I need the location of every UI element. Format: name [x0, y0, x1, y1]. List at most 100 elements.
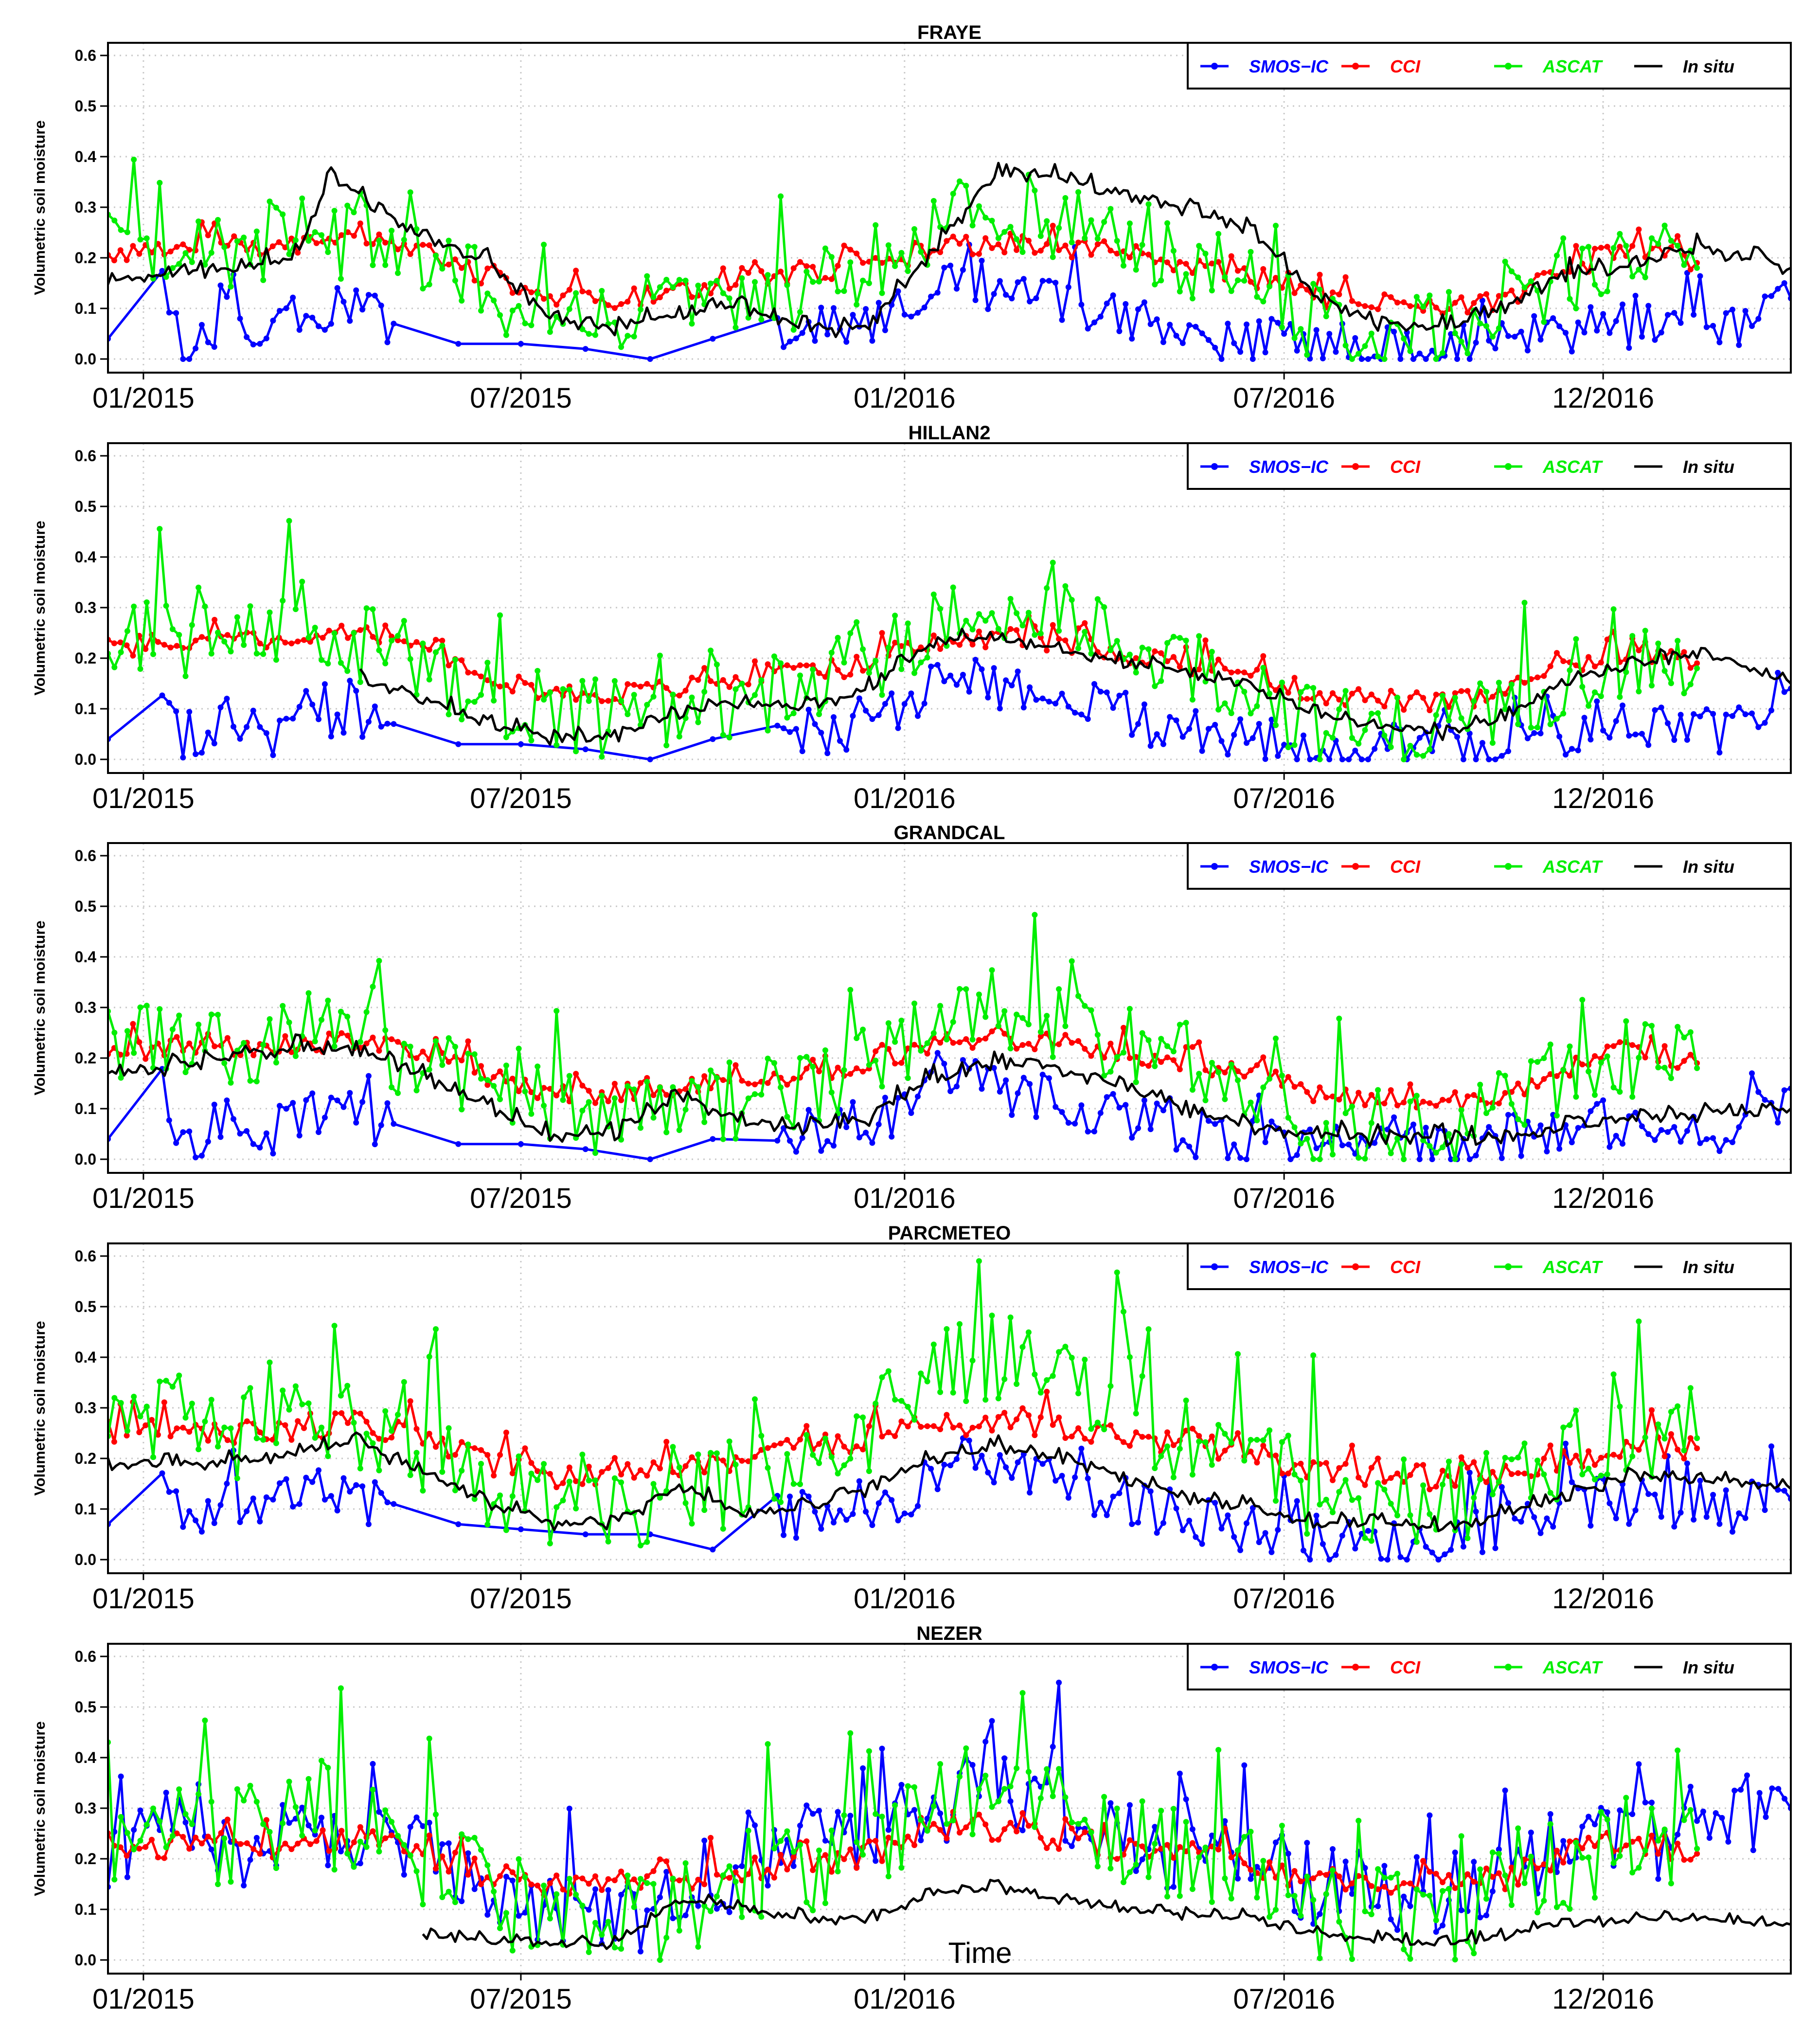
data-point — [1133, 1410, 1139, 1417]
data-point — [528, 1881, 535, 1887]
data-point — [957, 1422, 963, 1429]
data-point — [1244, 1520, 1249, 1527]
y-tick-label: 0.6 — [75, 47, 96, 64]
legend-marker — [1505, 863, 1512, 870]
data-point — [1059, 690, 1065, 697]
data-point — [1629, 1811, 1636, 1817]
data-point — [1007, 1819, 1014, 1826]
data-point — [208, 1798, 214, 1805]
data-point — [663, 742, 670, 749]
data-point — [149, 1836, 155, 1843]
data-point — [1037, 1029, 1044, 1035]
data-point — [856, 695, 862, 701]
data-point — [701, 689, 708, 695]
data-point — [137, 1413, 143, 1420]
data-point — [1547, 1868, 1553, 1874]
data-point — [901, 701, 908, 707]
data-point — [1046, 1075, 1052, 1081]
data-point — [1458, 1833, 1464, 1839]
data-point — [875, 1121, 882, 1128]
data-point — [1336, 697, 1342, 703]
data-point — [586, 289, 592, 296]
data-point — [979, 666, 985, 672]
data-point — [1241, 1860, 1248, 1867]
data-point — [1256, 1539, 1262, 1546]
data-point — [395, 246, 401, 252]
data-point — [828, 1454, 835, 1460]
data-point — [137, 1807, 143, 1814]
data-point — [982, 1821, 989, 1828]
data-point — [963, 1398, 969, 1404]
data-point — [1147, 1126, 1154, 1132]
data-point — [1452, 690, 1458, 696]
data-point — [1750, 1847, 1756, 1853]
data-point — [124, 642, 130, 648]
data-point — [714, 1905, 720, 1912]
data-point — [1025, 237, 1032, 244]
data-point — [745, 1871, 751, 1877]
data-point — [854, 1865, 860, 1871]
data-point — [1471, 1859, 1477, 1865]
data-point — [1592, 282, 1598, 288]
data-point — [892, 1840, 898, 1846]
data-point — [1177, 288, 1183, 295]
data-point — [1781, 1488, 1787, 1494]
data-point — [1606, 735, 1613, 741]
data-point — [841, 1067, 847, 1073]
data-point — [1381, 732, 1388, 738]
data-point — [166, 1489, 172, 1495]
data-point — [1553, 1848, 1560, 1854]
data-point — [1407, 1880, 1413, 1887]
data-point — [1164, 640, 1170, 646]
data-point — [1205, 726, 1212, 732]
data-point — [471, 244, 478, 250]
data-point — [1082, 1829, 1088, 1835]
data-point — [131, 1846, 137, 1852]
data-point — [1632, 1110, 1639, 1115]
data-point — [793, 726, 799, 732]
data-point — [503, 1873, 509, 1880]
data-point — [1362, 1482, 1368, 1488]
data-point — [1056, 636, 1062, 642]
data-point — [1420, 308, 1427, 314]
data-point — [231, 1116, 236, 1122]
data-point — [1336, 706, 1342, 713]
data-point — [644, 701, 650, 708]
data-point — [1356, 301, 1362, 307]
data-point — [1196, 243, 1202, 249]
data-point — [205, 232, 211, 238]
data-point — [277, 718, 283, 724]
data-point — [618, 1136, 625, 1143]
data-point — [908, 1511, 914, 1518]
data-point — [1189, 1425, 1195, 1432]
data-point — [471, 1886, 478, 1892]
data-point — [969, 1762, 976, 1768]
data-point — [1094, 1863, 1101, 1869]
data-point — [1196, 666, 1202, 673]
data-point — [1401, 1893, 1407, 1900]
data-point — [292, 1383, 299, 1389]
data-point — [1675, 638, 1681, 644]
data-point — [1675, 1403, 1681, 1409]
data-point — [215, 629, 221, 636]
data-point — [1044, 241, 1050, 247]
data-point — [1569, 348, 1575, 355]
data-point — [758, 268, 765, 274]
data-point — [365, 292, 372, 298]
data-point — [224, 1437, 231, 1443]
data-point — [1222, 274, 1228, 280]
y-axis-label: Volumetric soil moisture — [31, 920, 48, 1095]
data-point — [446, 1425, 452, 1431]
data-point — [1388, 1150, 1394, 1156]
data-point — [1458, 1907, 1464, 1913]
data-point — [547, 329, 553, 335]
data-point — [208, 650, 214, 657]
data-point — [1235, 268, 1241, 274]
data-point — [752, 1396, 758, 1402]
data-point — [790, 1076, 797, 1082]
data-point — [193, 1154, 199, 1161]
data-point — [1521, 285, 1528, 290]
data-point — [579, 1903, 586, 1909]
data-point — [176, 1786, 182, 1793]
data-point — [497, 612, 503, 618]
